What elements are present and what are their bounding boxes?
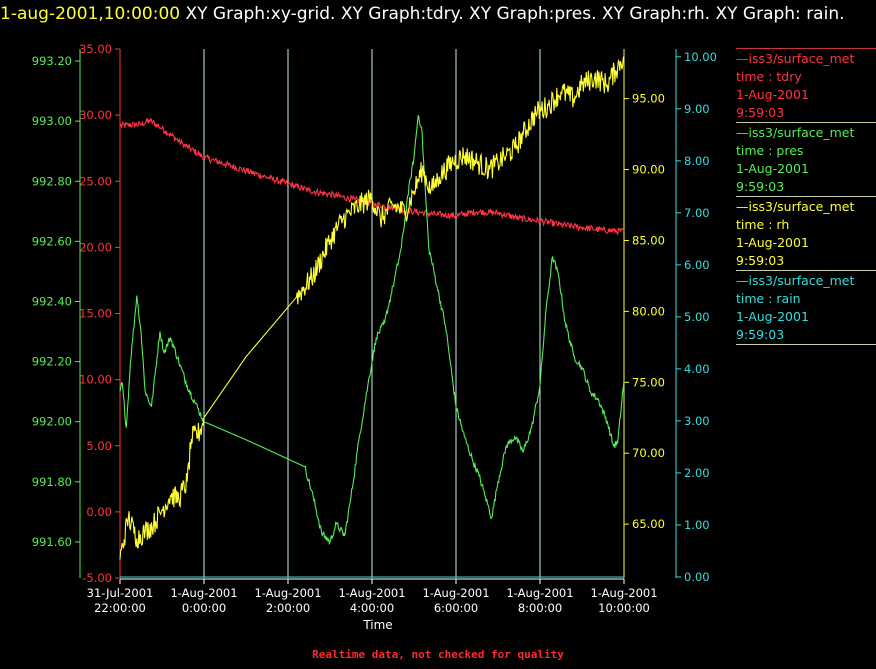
x-axis-label: Time	[362, 618, 392, 632]
legend-label: time : tdry	[736, 69, 802, 84]
legend-time: 9:59:03	[736, 327, 785, 342]
x-tick-label: 1-Aug-2001	[254, 586, 321, 600]
rh-tick-label: 80.00	[632, 304, 665, 318]
title-timestamp: 1-aug-2001,10:00:00	[0, 4, 181, 24]
rh-tick-label: 90.00	[632, 163, 665, 177]
tdry-tick-label: 15.00	[79, 307, 112, 321]
pres-tick-label: 991.60	[32, 535, 72, 549]
rh-tick-label: 70.00	[632, 446, 665, 460]
rain-tick-label: 8.00	[684, 154, 710, 168]
rh-tick-label: 95.00	[632, 92, 665, 106]
rain-tick-label: 4.00	[684, 362, 710, 376]
rh-series-line	[119, 55, 625, 560]
quality-note: Realtime data, not checked for quality	[312, 648, 564, 661]
pres-tick-label: 992.40	[32, 294, 72, 308]
rain-tick-label: 9.00	[684, 102, 710, 116]
tdry-tick-label: 30.00	[79, 108, 112, 122]
rh-tick-label: 75.00	[632, 375, 665, 389]
rain-tick-label: 1.00	[684, 518, 710, 532]
title-graphs: XY Graph:xy-grid. XY Graph:tdry. XY Grap…	[180, 4, 845, 24]
legend-label: time : rain	[736, 291, 801, 306]
rain-tick-label: 6.00	[684, 258, 710, 272]
legend-time: 9:59:03	[736, 179, 785, 194]
x-tick-label: 8:00:00	[518, 601, 562, 615]
chart-title: 1-aug-2001,10:00:00 XY Graph:xy-grid. XY…	[0, 1, 876, 27]
rain-tick-label: 5.00	[684, 310, 710, 324]
legend-date: 1-Aug-2001	[736, 309, 809, 324]
legend-source: —iss3/surface_met	[736, 273, 855, 288]
rain-tick-label: 2.00	[684, 466, 710, 480]
legend-date: 1-Aug-2001	[736, 87, 809, 102]
x-tick-label: 1-Aug-2001	[506, 586, 573, 600]
x-tick-label: 1-Aug-2001	[422, 586, 489, 600]
pres-tick-label: 991.80	[32, 475, 72, 489]
legend-label: time : pres	[736, 143, 804, 158]
pres-tick-label: 992.00	[32, 415, 72, 429]
x-tick-label: 1-Aug-2001	[170, 586, 237, 600]
rain-tick-label: 3.00	[684, 414, 710, 428]
x-tick-label: 31-Jul-2001	[87, 586, 154, 600]
tdry-tick-label: -5.00	[82, 571, 112, 585]
legend-time: 9:59:03	[736, 253, 785, 268]
tdry-series-line	[119, 117, 625, 237]
legend-date: 1-Aug-2001	[736, 161, 809, 176]
tdry-tick-label: 10.00	[79, 373, 112, 387]
x-tick-label: 6:00:00	[434, 601, 478, 615]
x-tick-label: 1-Aug-2001	[590, 586, 657, 600]
legend-label: time : rh	[736, 217, 790, 232]
x-tick-label: 1-Aug-2001	[338, 586, 405, 600]
legend-time: 9:59:03	[736, 105, 785, 120]
pres-tick-label: 992.20	[32, 355, 72, 369]
pres-tick-label: 992.80	[32, 174, 72, 188]
rain-tick-label: 7.00	[684, 206, 710, 220]
pres-tick-label: 992.60	[32, 234, 72, 248]
x-tick-label: 22:00:00	[94, 601, 146, 615]
rain-tick-label: 0.00	[684, 570, 710, 584]
legend-source: —iss3/surface_met	[736, 199, 855, 214]
tdry-tick-label: 20.00	[79, 240, 112, 254]
pres-series-line	[119, 114, 625, 546]
legend: —iss3/surface_met time : tdry 1-Aug-2001 9:…	[736, 48, 876, 346]
legend-source: —iss3/surface_met	[736, 125, 855, 140]
rh-tick-label: 65.00	[632, 517, 665, 531]
legend-date: 1-Aug-2001	[736, 235, 809, 250]
tdry-tick-label: 0.00	[86, 505, 112, 519]
rain-tick-label: 10.00	[684, 50, 717, 64]
legend-source: —iss3/surface_met	[736, 51, 855, 66]
pres-tick-label: 993.20	[32, 54, 72, 68]
x-tick-label: 10:00:00	[598, 601, 650, 615]
tdry-tick-label: 25.00	[79, 174, 112, 188]
rh-tick-label: 85.00	[632, 233, 665, 247]
x-tick-label: 2:00:00	[266, 601, 310, 615]
x-tick-label: 4:00:00	[350, 601, 394, 615]
tdry-tick-label: 5.00	[86, 439, 112, 453]
tdry-tick-label: 35.00	[79, 42, 112, 56]
pres-tick-label: 993.00	[32, 114, 72, 128]
x-tick-label: 0:00:00	[182, 601, 226, 615]
legend-divider	[736, 344, 876, 346]
